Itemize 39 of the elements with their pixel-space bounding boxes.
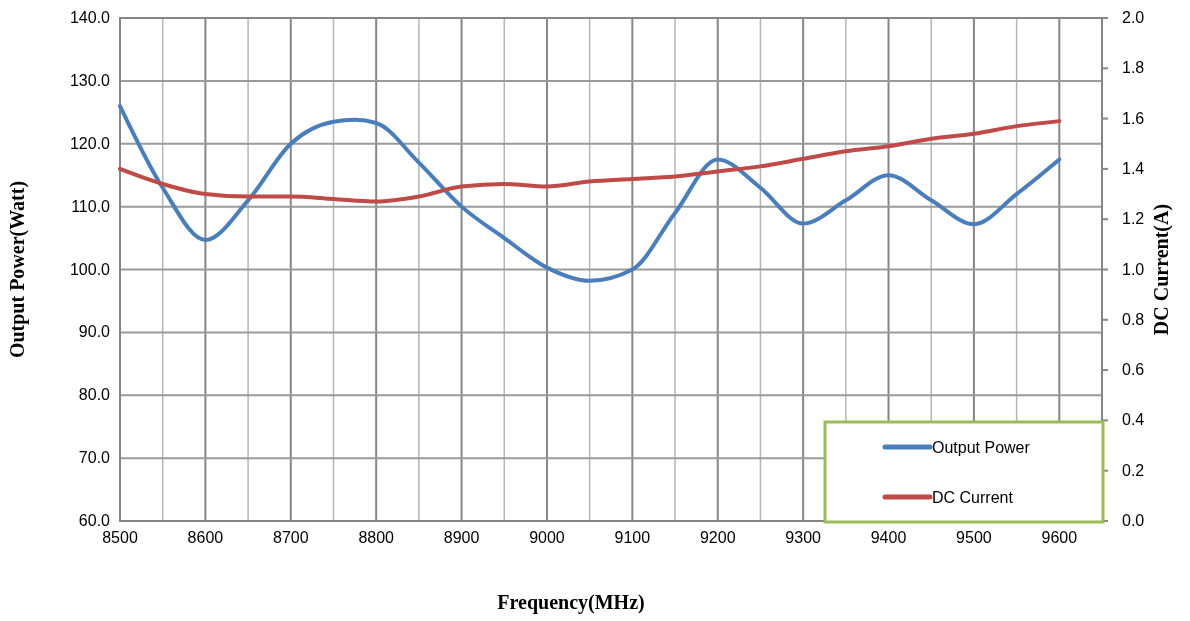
x-tick-label: 9300 xyxy=(785,529,822,546)
y2-tick-label: 0.8 xyxy=(1122,310,1145,328)
x-tick-label: 8500 xyxy=(102,529,138,546)
y2-axis-title: DC Current(A) xyxy=(1150,203,1173,336)
y-tick-label: 90.0 xyxy=(78,323,111,341)
line-series xyxy=(118,104,1062,283)
legend-label: Output Power xyxy=(932,439,1031,456)
y-tick-label: 110.0 xyxy=(71,197,111,215)
y2-tick-label: 1.2 xyxy=(1122,210,1145,228)
x-tick-label: 9600 xyxy=(1041,529,1078,546)
y2-tick-label: 2.0 xyxy=(1122,9,1145,26)
y-tick-label: 130.0 xyxy=(69,71,111,89)
x-axis-title: Frequency(MHz) xyxy=(497,591,645,614)
y2-tick-label: 1.6 xyxy=(1122,109,1145,127)
y-tick-label: 60.0 xyxy=(78,512,111,529)
y2-tick-label: 0.6 xyxy=(1122,361,1145,379)
x-tick-label: 8600 xyxy=(187,529,224,546)
x-tick-label: 9200 xyxy=(699,529,736,546)
x-tick-label: 8700 xyxy=(272,529,309,546)
y2-tick-label: 1.0 xyxy=(1122,260,1145,278)
x-tick-label: 9400 xyxy=(870,529,907,546)
y-tick-label: 140.0 xyxy=(69,9,111,26)
y-axis-title: Output Power(Watt) xyxy=(6,180,29,359)
x-tick-label: 8800 xyxy=(358,529,395,546)
y-tick-label: 70.0 xyxy=(78,449,111,467)
legend-label: DC Current xyxy=(932,489,1014,506)
x-tick-label: 9500 xyxy=(956,529,992,546)
x-tick-label: 9100 xyxy=(614,529,651,546)
y2-tick-label: 1.4 xyxy=(1122,159,1145,177)
y-tick-label: 120.0 xyxy=(69,134,111,152)
y2-tick-label: 0.4 xyxy=(1122,411,1145,429)
x-tick-label: 8900 xyxy=(443,529,480,546)
line-series xyxy=(118,119,1062,204)
y-tick-label: 80.0 xyxy=(78,386,111,404)
x-tick-label: 9000 xyxy=(529,529,565,546)
y2-tick-label: 1.8 xyxy=(1122,59,1145,77)
y2-tick-label: 0.0 xyxy=(1122,512,1145,529)
y2-tick-label: 0.2 xyxy=(1122,461,1145,479)
y-tick-label: 100.0 xyxy=(69,260,111,278)
